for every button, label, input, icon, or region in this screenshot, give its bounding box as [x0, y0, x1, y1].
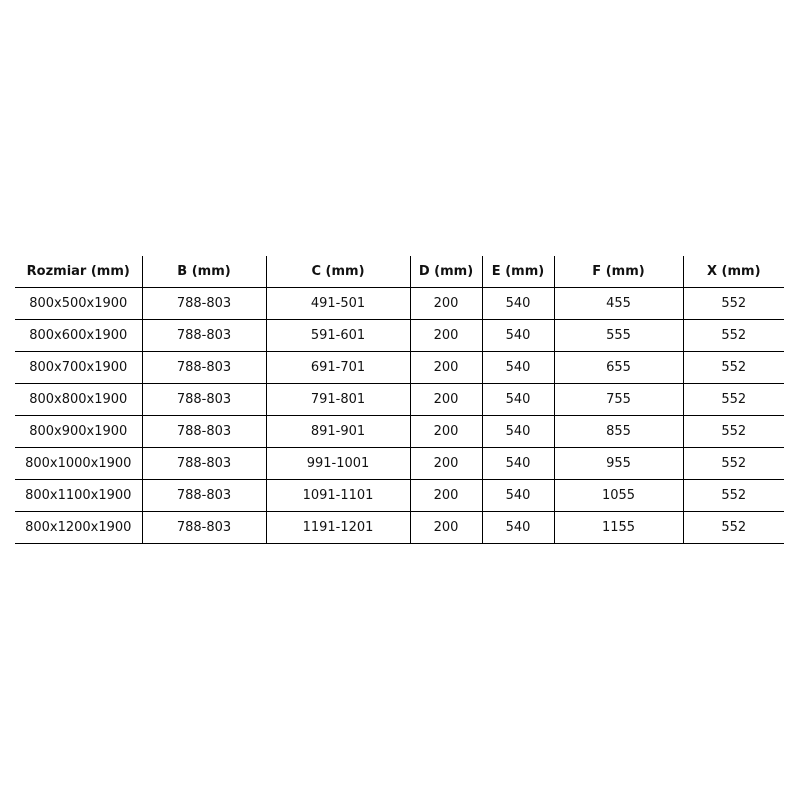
column-header: X (mm) [683, 256, 784, 288]
table-row: 800x600x1900 788-803 591-601 200 540 555 552 [15, 319, 784, 352]
table-cell: 991-1001 [266, 447, 411, 480]
table-cell: 788-803 [142, 447, 267, 480]
table-row: 800x500x1900 788-803 491-501 200 540 455 552 [15, 287, 784, 320]
table-cell: 691-701 [266, 351, 411, 384]
table-cell: 552 [683, 479, 784, 512]
table-cell: 800x900x1900 [15, 415, 143, 448]
column-header: E (mm) [482, 256, 555, 288]
table-cell: 1191-1201 [266, 511, 411, 544]
table-cell: 455 [554, 287, 684, 320]
table-cell: 755 [554, 383, 684, 416]
table-row: 800x1000x1900 788-803 991-1001 200 540 955 552 [15, 447, 784, 480]
dimensions-table: Rozmiar (mm) B (mm) C (mm) D (mm) E (mm) F (m… [15, 256, 784, 544]
table-cell: 540 [482, 447, 555, 480]
table-cell: 800x600x1900 [15, 319, 143, 352]
table-cell: 552 [683, 511, 784, 544]
header-row: Rozmiar (mm) B (mm) C (mm) D (mm) E (mm) F (m… [15, 256, 784, 288]
table-cell: 800x1200x1900 [15, 511, 143, 544]
table-cell: 555 [554, 319, 684, 352]
column-header: D (mm) [410, 256, 483, 288]
table-cell: 800x1000x1900 [15, 447, 143, 480]
table-cell: 1155 [554, 511, 684, 544]
column-header: F (mm) [554, 256, 684, 288]
table-cell: 800x700x1900 [15, 351, 143, 384]
table-cell: 788-803 [142, 479, 267, 512]
table-cell: 955 [554, 447, 684, 480]
table-cell: 788-803 [142, 319, 267, 352]
column-header: B (mm) [142, 256, 267, 288]
table-cell: 200 [410, 383, 483, 416]
column-header: C (mm) [266, 256, 411, 288]
table-cell: 552 [683, 351, 784, 384]
table-row: 800x800x1900 788-803 791-801 200 540 755 552 [15, 383, 784, 416]
table-row: 800x900x1900 788-803 891-901 200 540 855 552 [15, 415, 784, 448]
table-cell: 552 [683, 415, 784, 448]
table-cell: 552 [683, 383, 784, 416]
table-cell: 200 [410, 447, 483, 480]
table-cell: 552 [683, 287, 784, 320]
table-cell: 540 [482, 511, 555, 544]
table-cell: 788-803 [142, 287, 267, 320]
table-cell: 655 [554, 351, 684, 384]
table-cell: 1091-1101 [266, 479, 411, 512]
table-cell: 200 [410, 319, 483, 352]
table-row: 800x1200x1900 788-803 1191-1201 200 540 1155 5… [15, 511, 784, 544]
table-row: 800x1100x1900 788-803 1091-1101 200 540 1055 5… [15, 479, 784, 512]
table-cell: 540 [482, 383, 555, 416]
table-cell: 552 [683, 319, 784, 352]
table-cell: 591-601 [266, 319, 411, 352]
table-cell: 200 [410, 287, 483, 320]
table-cell: 540 [482, 319, 555, 352]
table-row: 800x700x1900 788-803 691-701 200 540 655 552 [15, 351, 784, 384]
table-cell: 540 [482, 415, 555, 448]
table-cell: 491-501 [266, 287, 411, 320]
table-cell: 800x500x1900 [15, 287, 143, 320]
table-cell: 791-801 [266, 383, 411, 416]
table-cell: 891-901 [266, 415, 411, 448]
table-cell: 540 [482, 479, 555, 512]
table-cell: 540 [482, 351, 555, 384]
table-cell: 200 [410, 479, 483, 512]
table-cell: 200 [410, 415, 483, 448]
column-header: Rozmiar (mm) [15, 256, 143, 288]
table-cell: 800x1100x1900 [15, 479, 143, 512]
table-cell: 200 [410, 511, 483, 544]
table-cell: 800x800x1900 [15, 383, 143, 416]
table-cell: 1055 [554, 479, 684, 512]
table-cell: 855 [554, 415, 684, 448]
table-cell: 788-803 [142, 511, 267, 544]
table-cell: 788-803 [142, 383, 267, 416]
table-cell: 788-803 [142, 415, 267, 448]
table-cell: 200 [410, 351, 483, 384]
table-cell: 788-803 [142, 351, 267, 384]
table-cell: 552 [683, 447, 784, 480]
table-cell: 540 [482, 287, 555, 320]
